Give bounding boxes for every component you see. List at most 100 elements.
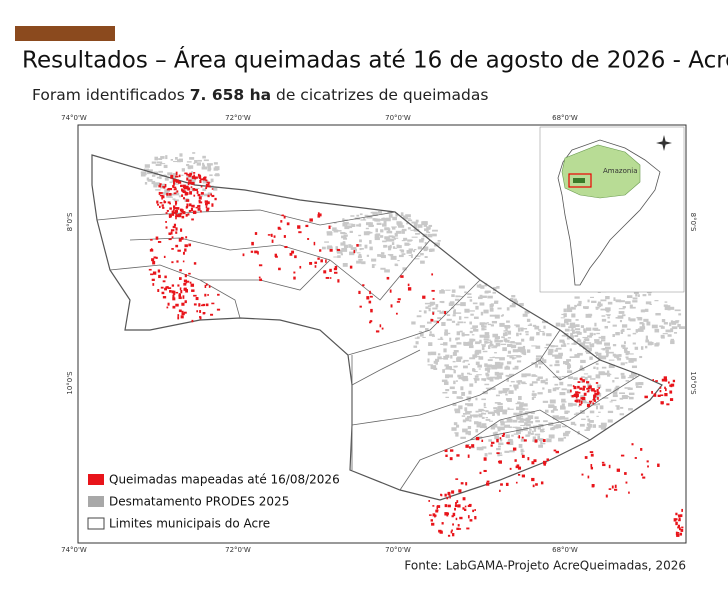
deforestation	[473, 421, 479, 425]
deforestation	[458, 316, 462, 320]
deforestation	[187, 165, 194, 169]
deforestation	[556, 417, 562, 420]
deforestation	[449, 337, 452, 342]
deforestation	[485, 290, 491, 293]
burn-scar	[289, 252, 293, 256]
deforestation	[620, 362, 625, 366]
deforestation	[632, 300, 638, 303]
deforestation	[486, 364, 492, 368]
deforestation	[529, 337, 535, 341]
deforestation	[585, 313, 592, 318]
deforestation	[507, 330, 512, 335]
burn-scar	[205, 179, 208, 182]
burn-scar	[314, 265, 317, 268]
burn-scar	[620, 454, 625, 457]
burn-scar	[188, 243, 192, 247]
deforestation	[470, 338, 476, 342]
deforestation	[209, 174, 213, 177]
burn-scar	[521, 436, 524, 439]
burn-scar	[676, 533, 680, 537]
deforestation	[481, 378, 486, 381]
burn-scar	[608, 488, 612, 490]
deforestation	[356, 224, 361, 227]
deforestation	[359, 213, 363, 216]
deforestation	[413, 258, 420, 260]
burn-scar	[444, 493, 447, 497]
deforestation	[435, 363, 438, 365]
burn-scar	[169, 202, 171, 205]
deforestation	[527, 415, 534, 420]
deforestation	[511, 357, 515, 360]
burn-scar	[173, 188, 176, 191]
deforestation	[488, 452, 492, 455]
deforestation	[594, 329, 601, 331]
deforestation	[520, 448, 524, 453]
deforestation	[595, 362, 599, 365]
burn-scar	[593, 397, 596, 400]
deforestation	[583, 340, 586, 344]
deforestation	[395, 230, 402, 234]
deforestation	[411, 321, 416, 325]
lat-label: 10°0'S	[66, 371, 74, 395]
deforestation	[486, 377, 491, 380]
deforestation	[158, 170, 163, 173]
burn-scar	[165, 226, 168, 229]
deforestation	[507, 418, 512, 420]
deforestation	[467, 296, 472, 298]
deforestation	[675, 320, 680, 322]
deforestation	[428, 224, 433, 227]
inset-label: Amazonia	[603, 167, 638, 175]
deforestation	[495, 394, 500, 397]
deforestation	[537, 376, 543, 379]
deforestation	[156, 176, 162, 179]
deforestation	[627, 387, 633, 390]
burn-scar	[217, 293, 220, 296]
burn-scar	[661, 378, 666, 382]
deforestation	[594, 394, 599, 398]
deforestation	[520, 402, 524, 406]
deforestation	[505, 393, 508, 396]
deforestation	[432, 233, 437, 237]
burn-scar	[197, 193, 201, 197]
burn-scar	[533, 459, 537, 463]
burn-scar	[173, 207, 177, 210]
burn-scar	[281, 214, 284, 217]
deforestation	[460, 386, 464, 391]
map-layer	[91, 152, 685, 537]
deforestation	[401, 253, 406, 255]
burn-scar	[521, 454, 525, 458]
deforestation	[588, 347, 592, 352]
deforestation	[608, 364, 615, 369]
deforestation	[179, 153, 183, 157]
deforestation	[374, 237, 380, 241]
deforestation	[449, 368, 455, 371]
deforestation	[501, 314, 504, 316]
deforestation	[424, 256, 428, 259]
deforestation	[443, 348, 447, 353]
deforestation	[678, 313, 682, 316]
deforestation	[428, 342, 433, 346]
deforestation	[156, 161, 163, 164]
deforestation	[562, 432, 569, 437]
deforestation	[405, 214, 411, 218]
deforestation	[534, 416, 539, 420]
deforestation	[177, 159, 181, 163]
burn-scar	[515, 465, 519, 469]
deforestation	[654, 343, 659, 347]
deforestation	[591, 300, 597, 303]
burn-scar	[481, 439, 484, 443]
deforestation	[207, 165, 211, 169]
burn-scar	[631, 443, 634, 446]
deforestation	[604, 372, 609, 375]
deforestation	[364, 214, 368, 217]
deforestation	[665, 305, 671, 307]
deforestation	[620, 372, 625, 376]
deforestation	[441, 322, 446, 326]
deforestation	[202, 155, 206, 159]
deforestation	[172, 173, 177, 177]
municipal-boundary	[351, 329, 561, 426]
deforestation	[413, 221, 418, 226]
deforestation	[481, 324, 485, 328]
deforestation	[600, 339, 606, 342]
deforestation	[173, 160, 179, 163]
